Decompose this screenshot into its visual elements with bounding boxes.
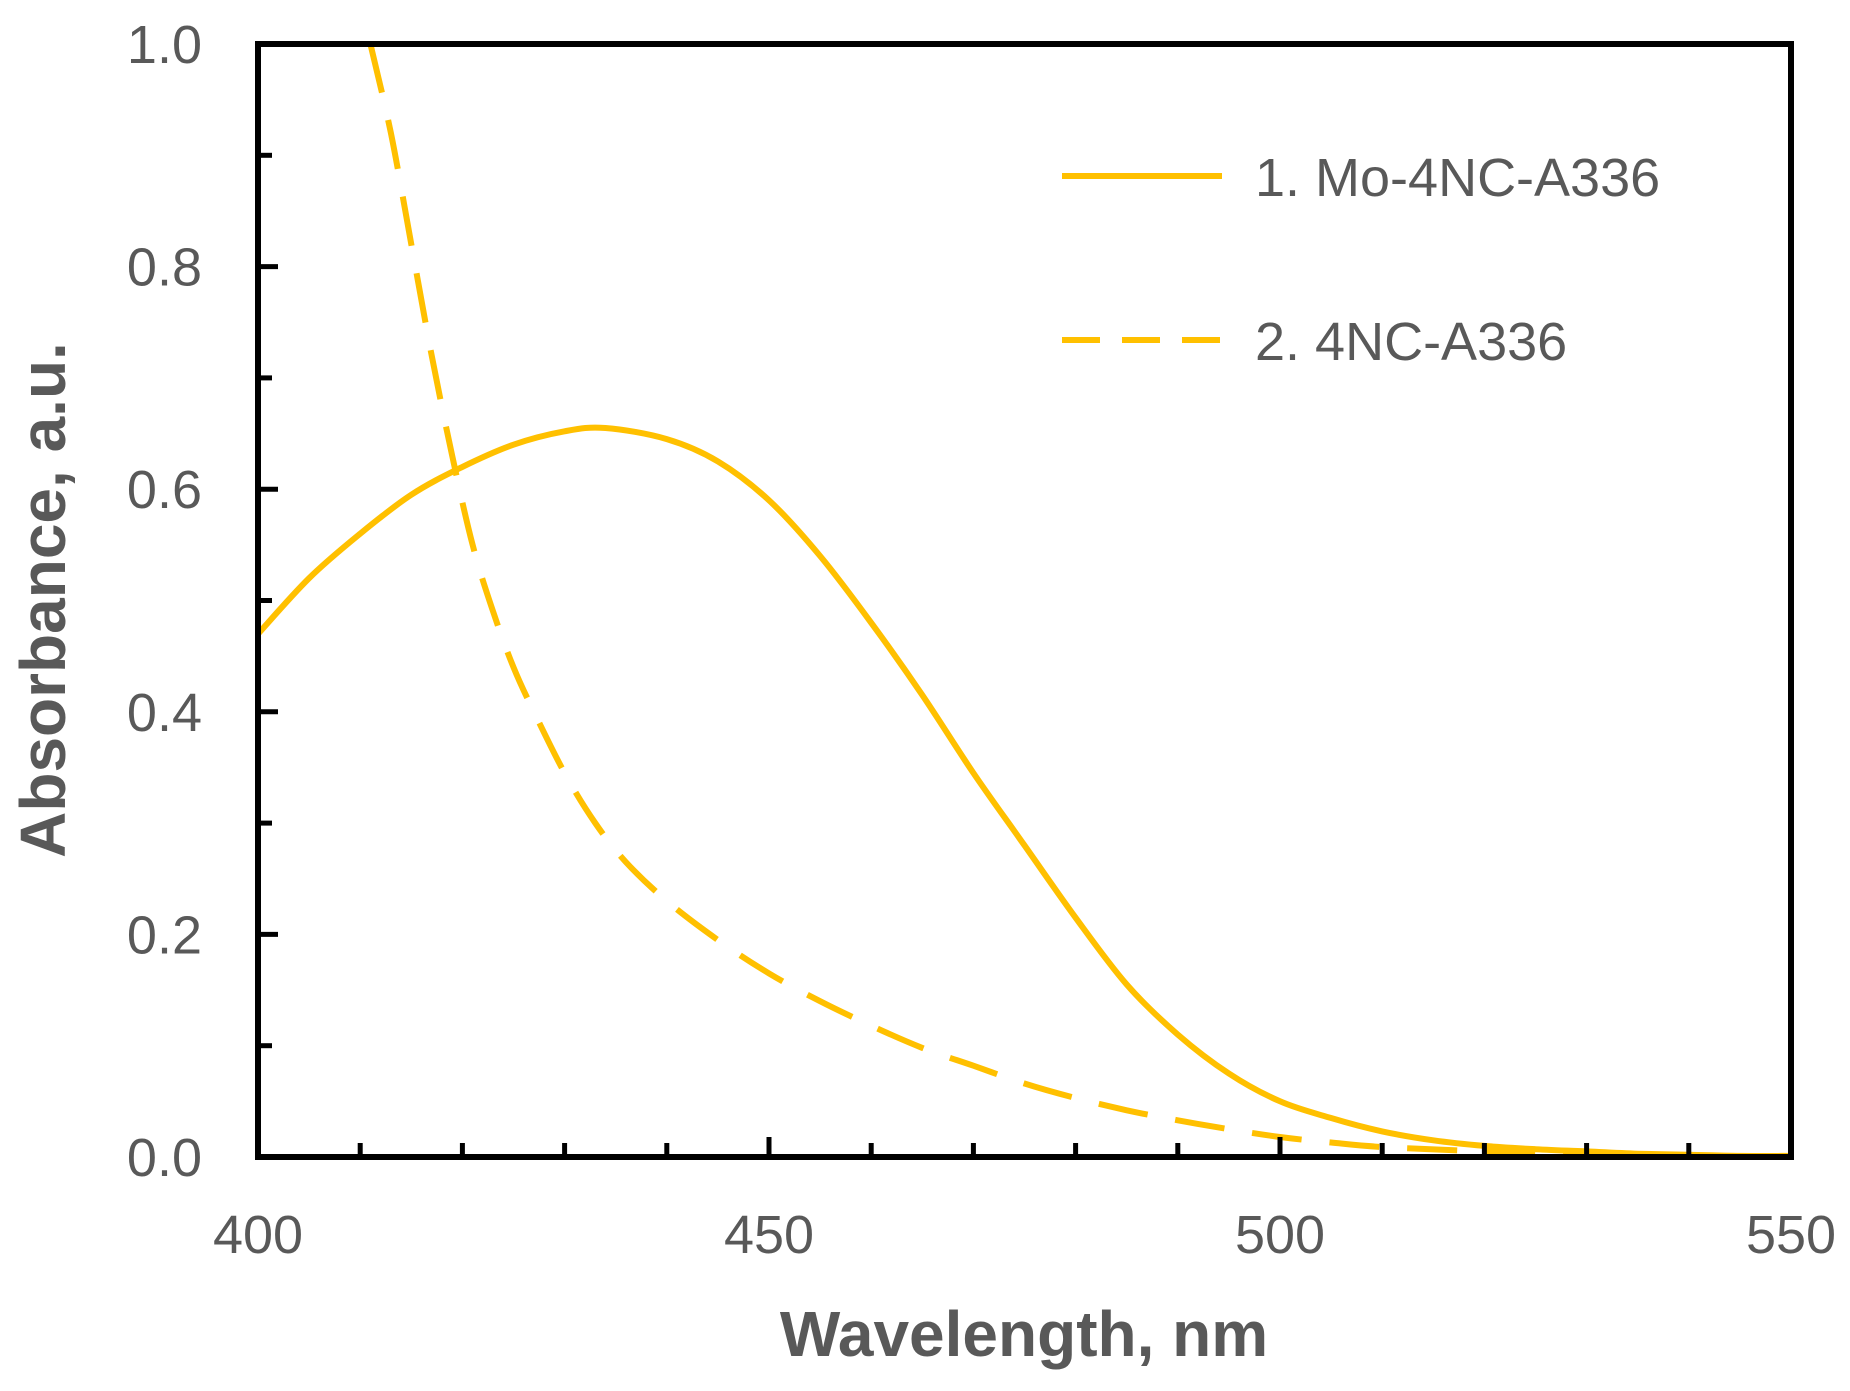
legend-label-series-2: 2. 4NC-A336: [1255, 312, 1567, 372]
tick-marks: [258, 152, 1692, 1157]
series-layer: [258, 44, 1791, 1157]
x-tick-label: 400: [213, 1205, 303, 1265]
x-tick-label: 450: [724, 1205, 814, 1265]
y-tick-label: 0.4: [127, 683, 202, 743]
y-tick-label: 1.0: [127, 15, 202, 75]
y-tick-label: 0.8: [127, 238, 202, 298]
legend: 1. Mo-4NC-A336 2. 4NC-A336: [1062, 148, 1660, 372]
series-line-1: [258, 424, 1791, 1157]
y-tick-label: 0.6: [127, 460, 202, 520]
x-tick-label: 500: [1235, 1205, 1325, 1265]
legend-label-series-1: 1. Mo-4NC-A336: [1255, 148, 1660, 208]
x-axis-title: Wavelength, nm: [780, 1298, 1268, 1370]
tick-labels: 400 450 500 550 0.0 0.2 0.4 0.6 0.8 1.0: [127, 15, 1836, 1265]
x-tick-label: 550: [1746, 1205, 1836, 1265]
y-tick-label: 0.0: [127, 1128, 202, 1188]
series-line-2: [367, 44, 1791, 1157]
y-axis-title: Absorbance, a.u.: [7, 342, 79, 858]
y-tick-label: 0.2: [127, 905, 202, 965]
